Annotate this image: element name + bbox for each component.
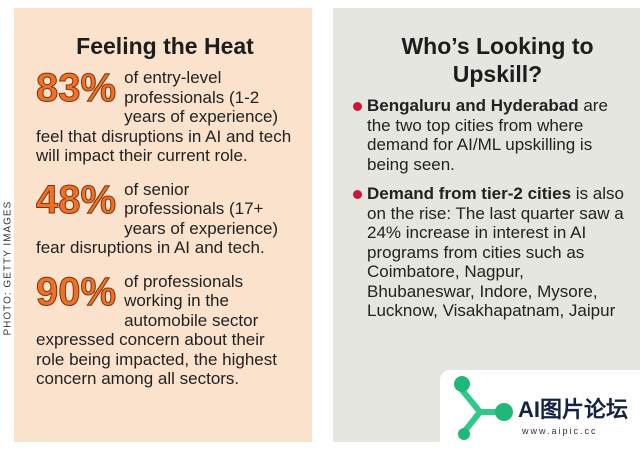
bullet: Demand from tier-2 cities is also on the… — [353, 184, 628, 321]
stat-text: of senior professionals (17+ years of ex… — [36, 179, 279, 258]
bullet-lead: Bengaluru and Hyderabad — [367, 96, 579, 115]
bullet-lead: Demand from tier-2 cities — [367, 184, 572, 203]
stat-text: of entry-level professionals (1-2 years … — [36, 68, 292, 165]
bullets: Bengaluru and Hyderabad are the two top … — [353, 96, 628, 321]
right-panel: Who’s Looking to Upskill? Bengaluru and … — [333, 8, 640, 442]
right-title: Who’s Looking to Upskill? — [401, 33, 594, 87]
left-title: Feeling the Heat — [76, 33, 254, 59]
watermark-name: AI图片论坛 — [518, 397, 629, 422]
photo-credit: PHOTO: GETTY IMAGES — [2, 200, 14, 336]
stat-figure: 83% — [36, 68, 117, 110]
stats: 83% of entry-level professionals (1-2 yea… — [36, 68, 294, 389]
left-panel: Feeling the Heat 83% of entry-level profe… — [14, 8, 312, 442]
watermark-url: www.aipic.cc — [522, 426, 598, 436]
bullet-text: are the two top cities from where demand… — [367, 96, 608, 174]
stat: 83% of entry-level professionals (1-2 yea… — [36, 68, 294, 166]
stat: 48% of senior professionals (17+ years of… — [36, 180, 294, 258]
bullet: Bengaluru and Hyderabad are the two top … — [353, 96, 628, 174]
stat-text: of professionals working in the automobi… — [36, 271, 277, 389]
watermark-logo — [454, 376, 513, 440]
stat-figure: 90% — [36, 271, 117, 314]
stat-figure: 48% — [36, 179, 117, 222]
stat: 90% of professionals working in the autom… — [36, 272, 294, 389]
watermark: AI图片论坛 www.aipic.cc — [440, 370, 640, 451]
bullet-text: is also on the rise: The last quarter sa… — [367, 184, 624, 320]
